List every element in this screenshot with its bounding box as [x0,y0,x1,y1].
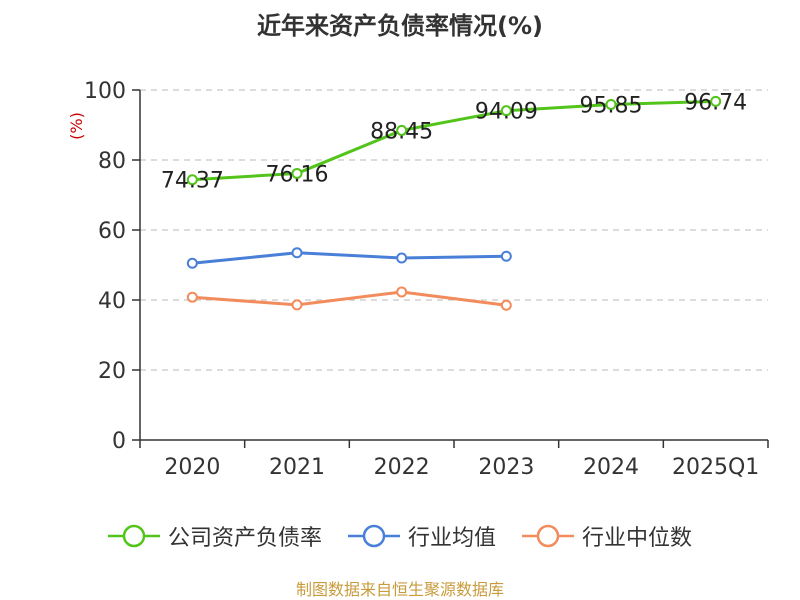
source-note: 制图数据来自恒生聚源数据库 [295,580,504,599]
data-label: 88.45 [370,119,433,144]
y-tick-label: 0 [112,429,126,454]
x-tick-label: 2021 [269,455,325,480]
grid-lines [140,89,768,371]
data-point [500,105,512,117]
series-line [192,290,507,307]
y-tick-label: 100 [84,79,126,104]
legend-item[interactable]: 行业中位数 [522,520,692,552]
data-point [186,257,198,269]
legend-item[interactable]: 行业均值 [347,520,496,552]
data-point [291,167,303,179]
data-point [291,247,303,259]
y-tick-label: 80 [98,149,126,174]
data-label: 74.37 [161,169,224,194]
legend-label: 行业均值 [407,526,496,551]
series-line [192,99,716,182]
x-tick-label: 2025Q1 [672,455,759,480]
data-point [605,99,617,111]
y-tick-label: 20 [98,359,126,384]
data-labels: 74.37 76.16 88.45 94.09 95.85 96.74 [161,90,747,193]
legend-item[interactable]: 公司资产负债率 [107,520,322,552]
data-point [396,124,408,136]
series-layer [186,95,722,311]
legend-swatch [347,524,400,548]
data-point [186,174,198,186]
data-label: 94.09 [475,100,538,125]
data-label: 95.85 [580,94,643,119]
chart-title: 近年来资产负债率情况(%) [257,12,543,40]
legend-label: 公司资产负债率 [167,526,322,551]
x-tick-label: 2024 [583,455,639,480]
axes: 0 20 40 60 80 100 2020 2021 2022 2023 2024 2025Q1 (%… [67,79,769,480]
y-axis-label: (%) [67,112,86,140]
data-label: 96.74 [684,90,747,115]
data-point [710,95,722,107]
legend: 公司资产负债率 行业均值 行业中位数 [0,520,800,552]
data-point [186,291,198,303]
x-tick-label: 2020 [164,455,220,480]
legend-swatch [522,524,574,548]
data-point [500,250,512,262]
data-point [291,299,303,311]
data-point [500,299,512,311]
legend-swatch [107,524,160,548]
data-point [396,286,408,298]
legend-label: 行业中位数 [582,526,693,551]
series-line [192,251,507,265]
x-tick-label: 2023 [478,455,534,480]
y-tick-label: 60 [98,219,126,244]
y-tick-label: 40 [98,289,126,314]
data-label: 76.16 [266,162,329,187]
data-point [396,252,408,264]
x-tick-label: 2022 [374,455,430,480]
